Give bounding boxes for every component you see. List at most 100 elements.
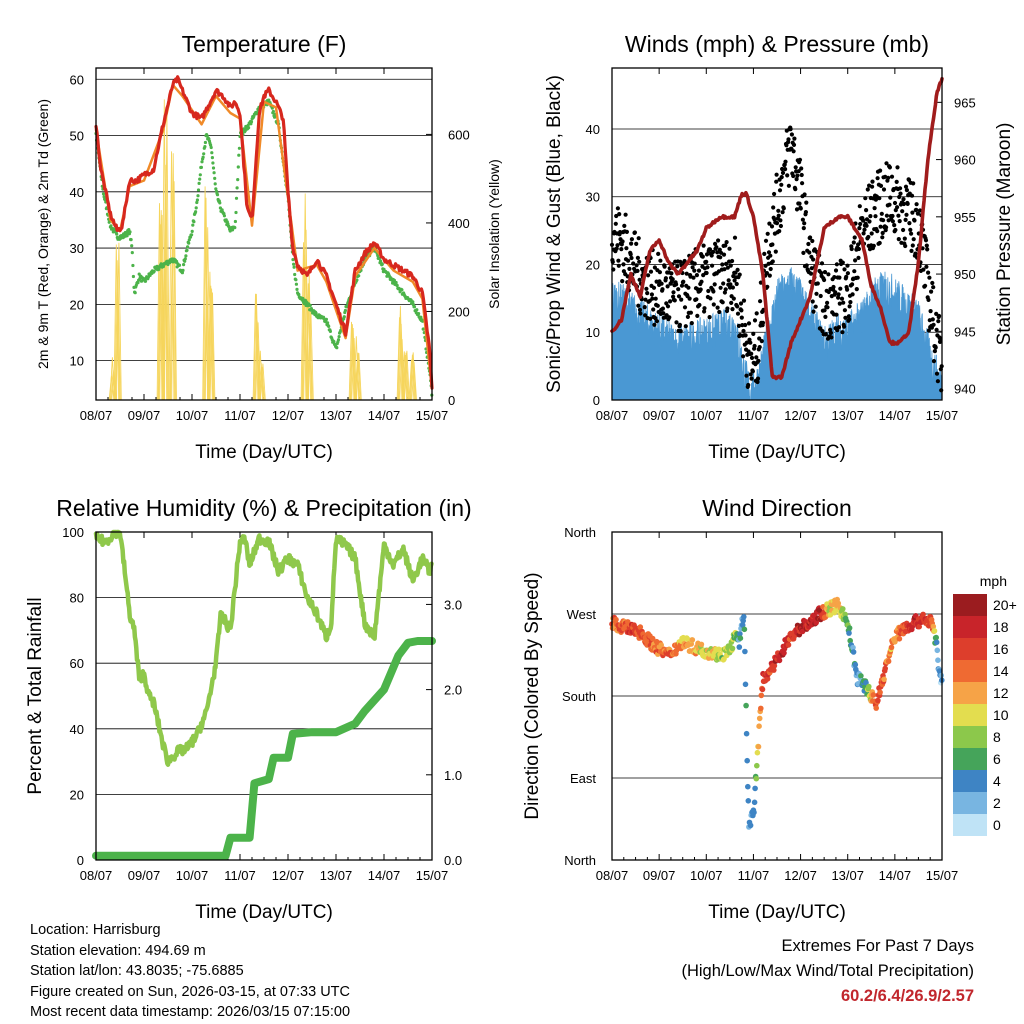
x-tick-label: 14/07 (879, 868, 912, 883)
gust-point (637, 259, 642, 264)
dewpoint-point (143, 279, 148, 283)
gust-point (909, 248, 914, 253)
gust-point (670, 277, 675, 282)
gust-point (822, 270, 828, 275)
dewpoint-point (194, 210, 198, 214)
gust-point (618, 230, 623, 235)
dewpoint-point (301, 296, 305, 301)
gust-point (797, 157, 803, 162)
direction-point (744, 757, 750, 764)
gust-point (755, 376, 761, 381)
dewpoint-point (177, 263, 182, 267)
gust-point (841, 300, 846, 305)
gust-point (760, 320, 766, 325)
x-tick-label: 11/07 (224, 868, 256, 883)
gust-point (791, 173, 796, 179)
gust-point (748, 372, 753, 377)
gust-point (653, 296, 658, 301)
dewpoint-point (291, 258, 295, 262)
x-tick-label: 09/07 (643, 868, 676, 883)
gust-point (735, 267, 740, 272)
colorbar-label: 10 (993, 707, 1009, 723)
gust-point (694, 297, 699, 302)
dewpoint-point (400, 288, 404, 292)
chart-title: Winds (mph) & Pressure (mb) (625, 31, 929, 57)
x-tick-label: 13/07 (320, 868, 353, 883)
y-tick-label: North (564, 525, 596, 540)
direction-point (739, 622, 746, 628)
gust-point (613, 221, 618, 226)
gust-point (665, 284, 670, 289)
latlon-text: Station lat/lon: 43.8035; -75.6885 (30, 963, 244, 979)
direction-point (754, 749, 761, 756)
gust-point (717, 309, 722, 315)
gust-point (729, 300, 734, 305)
gust-point (869, 231, 874, 236)
gust-point (715, 305, 720, 310)
dewpoint-point (198, 173, 202, 177)
dewpoint-point (192, 220, 196, 224)
dewpoint-point (131, 274, 135, 279)
gust-point (730, 258, 735, 264)
temp-2m-line (94, 75, 434, 390)
gust-point (691, 275, 696, 280)
gust-point (810, 238, 815, 244)
gust-point (903, 184, 909, 189)
dewpoint-point (196, 194, 200, 198)
chart-1: Temperature (F) 08/07 09/07 10/07 11/07 12/07… (35, 31, 502, 463)
colorbar-swatch (953, 594, 987, 616)
solar-spike (208, 288, 215, 401)
gust-point (884, 161, 889, 166)
gust-point (931, 285, 936, 290)
solar-spike (168, 151, 175, 401)
direction-point (934, 647, 941, 654)
gust-point (849, 246, 854, 252)
direction-point (938, 672, 944, 679)
y-tick-label: 10 (70, 354, 84, 369)
gust-point (731, 296, 736, 301)
gust-point (766, 250, 772, 255)
gust-point (629, 255, 634, 261)
gust-point (763, 263, 768, 268)
solar-spike (170, 153, 177, 401)
dewpoint-point (201, 155, 205, 159)
gust-point (636, 303, 641, 308)
dewpoint-point (102, 195, 106, 199)
direction-point (745, 798, 752, 804)
plot-frame (611, 67, 943, 401)
x-tick-label: 10/07 (176, 868, 209, 883)
gust-point (698, 287, 703, 292)
dewpoint-point (236, 178, 240, 182)
gust-point (901, 201, 907, 207)
gust-point (864, 208, 869, 213)
gust-point (799, 172, 804, 178)
gust-point (617, 212, 622, 217)
direction-point (753, 775, 760, 782)
dewpoint-point (130, 251, 134, 255)
gust-point (800, 217, 806, 222)
x-tick-label: 14/07 (368, 408, 401, 423)
gust-point (887, 165, 893, 170)
chart-3: Relative Humidity (%) & Precipitation (i… (25, 495, 472, 923)
direction-point (637, 624, 644, 630)
gust-point (667, 315, 672, 320)
direction-point (729, 645, 736, 652)
x-tick-label: 09/07 (128, 408, 161, 423)
gust-point (875, 229, 880, 234)
solar-spike (116, 242, 122, 401)
gust-point (828, 330, 834, 335)
gust-point (895, 165, 900, 170)
gust-point (706, 288, 711, 294)
plot-frame (95, 67, 433, 401)
gust-point (716, 238, 721, 243)
gust-point (689, 321, 694, 326)
gust-point (842, 308, 848, 313)
gust-point (770, 242, 775, 247)
gust-point (653, 316, 658, 321)
gust-point (794, 207, 800, 212)
gust-point (834, 312, 839, 317)
colorbar-swatch (953, 704, 987, 726)
direction-point (850, 649, 857, 655)
gust-point (725, 265, 730, 270)
gust-point (684, 271, 689, 276)
